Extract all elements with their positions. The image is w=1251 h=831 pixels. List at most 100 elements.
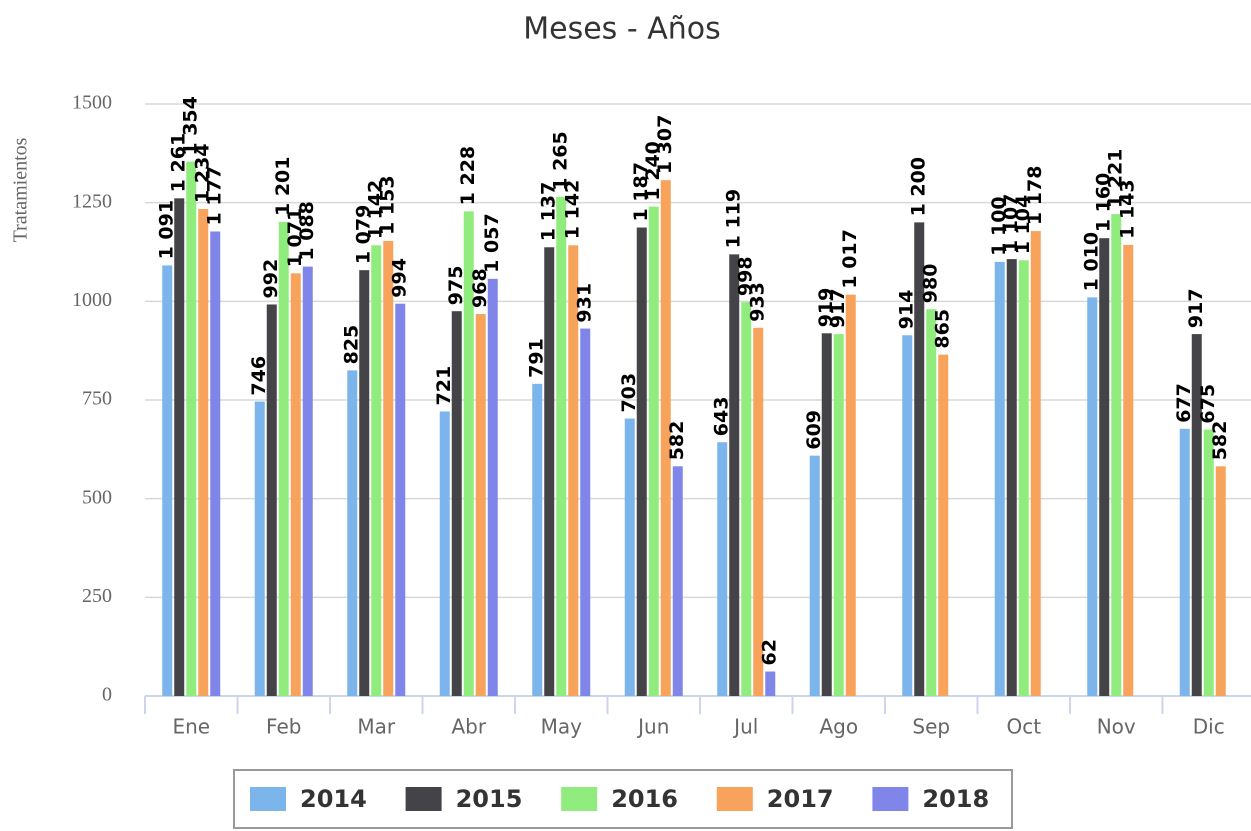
bar xyxy=(1123,244,1134,696)
x-tick-label: Oct xyxy=(1006,715,1041,739)
data-label: 1 177 xyxy=(204,166,226,226)
bar xyxy=(1018,260,1029,696)
data-label: 1 354 xyxy=(180,96,202,156)
bar xyxy=(717,442,728,696)
data-label: 1 088 xyxy=(296,201,318,261)
bar xyxy=(624,418,635,696)
data-label: 992 xyxy=(260,259,282,299)
data-label: 609 xyxy=(803,410,825,450)
legend-swatch[interactable] xyxy=(872,787,909,811)
data-label: 1 228 xyxy=(457,146,479,206)
legend-label[interactable]: 2015 xyxy=(456,785,523,813)
data-label: 1 119 xyxy=(723,189,745,249)
y-tick-label: 0 xyxy=(102,684,112,706)
bar xyxy=(753,327,764,696)
bar xyxy=(302,266,313,696)
data-label: 582 xyxy=(666,421,688,461)
bar xyxy=(1215,466,1226,696)
x-tick-label: Nov xyxy=(1097,715,1136,739)
bar xyxy=(359,270,370,696)
bar xyxy=(371,245,382,697)
data-label: 917 xyxy=(827,288,849,328)
x-tick-label: May xyxy=(541,715,583,739)
x-tick-label: Ene xyxy=(172,715,210,739)
y-tick-label: 250 xyxy=(82,585,112,607)
x-tick-label: Dic xyxy=(1193,715,1225,739)
data-label: 931 xyxy=(574,283,596,323)
x-tick-label: Mar xyxy=(357,715,396,739)
y-tick-label: 1250 xyxy=(72,190,112,212)
data-label: 825 xyxy=(341,325,363,365)
data-label: 1 137 xyxy=(538,182,560,242)
bar xyxy=(914,222,925,696)
bar xyxy=(1203,429,1214,696)
bar xyxy=(660,180,671,697)
data-label: 933 xyxy=(747,282,769,322)
legend-label[interactable]: 2014 xyxy=(300,785,367,813)
x-tick-label: Jun xyxy=(636,715,669,739)
data-label: 62 xyxy=(759,639,781,665)
legend-label[interactable]: 2018 xyxy=(922,785,989,813)
bar xyxy=(672,466,683,696)
bar xyxy=(1191,334,1202,696)
data-label: 721 xyxy=(433,366,455,406)
data-label: 1 071 xyxy=(284,208,306,268)
bar xyxy=(1179,428,1190,696)
bar xyxy=(487,278,498,696)
data-label: 1 261 xyxy=(168,133,190,193)
data-label: 1 265 xyxy=(550,131,572,191)
bar xyxy=(544,247,555,696)
data-label: 1 160 xyxy=(1093,173,1115,233)
data-label: 703 xyxy=(618,373,640,413)
data-label: 865 xyxy=(932,309,954,349)
data-label: 746 xyxy=(248,356,270,396)
data-label: 1 142 xyxy=(365,180,387,240)
data-label: 1 010 xyxy=(1081,232,1103,292)
bar xyxy=(809,455,820,696)
legend-label[interactable]: 2016 xyxy=(611,785,678,813)
legend-swatch[interactable] xyxy=(561,787,598,811)
bar xyxy=(254,401,265,696)
bar xyxy=(210,231,221,696)
legend-swatch[interactable] xyxy=(716,787,753,811)
data-label: 980 xyxy=(920,264,942,304)
bar xyxy=(347,370,358,696)
y-tick-label: 500 xyxy=(82,486,112,508)
bar xyxy=(475,313,486,696)
legend-swatch[interactable] xyxy=(250,787,286,811)
data-label: 968 xyxy=(469,268,491,308)
bar xyxy=(636,227,647,696)
data-label: 1 143 xyxy=(1117,179,1139,239)
bar xyxy=(729,254,740,697)
x-tick-label: Jul xyxy=(732,715,758,739)
x-tick-label: Ago xyxy=(819,715,858,739)
legend-swatch[interactable] xyxy=(405,787,442,811)
y-tick-label: 750 xyxy=(82,388,112,410)
bar xyxy=(198,208,209,697)
data-label: 914 xyxy=(896,290,918,330)
data-label: 917 xyxy=(1185,288,1207,328)
data-label: 1 079 xyxy=(353,205,375,265)
data-label: 1 234 xyxy=(192,143,214,203)
bar xyxy=(902,335,913,696)
data-label: 1 104 xyxy=(1012,195,1034,255)
data-label: 1 107 xyxy=(1000,194,1022,254)
bar xyxy=(174,198,185,697)
bar xyxy=(1099,238,1110,697)
bar xyxy=(532,383,543,696)
bar xyxy=(845,294,856,696)
data-label: 582 xyxy=(1209,421,1231,461)
bar xyxy=(1087,297,1098,696)
legend-label[interactable]: 2017 xyxy=(767,785,834,813)
bar xyxy=(451,311,462,696)
data-label: 677 xyxy=(1173,383,1195,423)
bar xyxy=(395,303,406,696)
data-label: 1 153 xyxy=(377,175,399,235)
bar xyxy=(266,304,277,696)
bar xyxy=(765,671,776,696)
bar xyxy=(463,211,474,696)
data-label: 919 xyxy=(815,288,837,328)
data-label: 1 178 xyxy=(1024,166,1046,226)
bar xyxy=(278,222,289,696)
